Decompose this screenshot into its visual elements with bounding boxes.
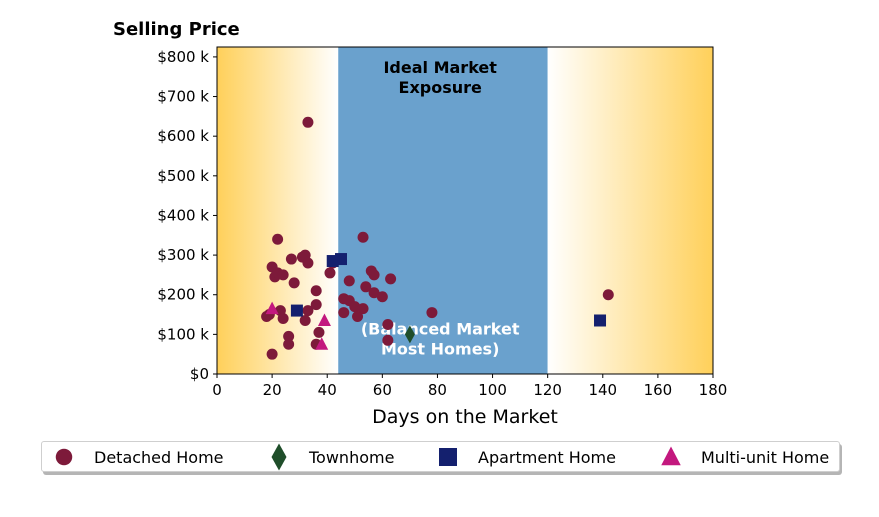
x-tick-label: 100 [478, 381, 507, 399]
detached-home-point [368, 287, 380, 299]
detached-home-point [283, 330, 295, 342]
axes: 0 20 40 60 80 100 120 140 160 180 $0 $100 k $200 k $3… [157, 46, 728, 399]
detached-home-point [338, 307, 350, 319]
detached-home-point [602, 289, 614, 301]
detached-home-point [343, 275, 355, 287]
detached-home-point [368, 269, 380, 281]
legend-entry: Multi-unit Home [661, 446, 829, 467]
detached-home-point [302, 257, 314, 269]
legend-marker [439, 448, 457, 466]
x-axis-label: Days on the Market [372, 406, 558, 428]
detached-home-point [285, 253, 297, 265]
legend-entry: Detached Home [55, 448, 224, 467]
legend-label: Apartment Home [478, 448, 616, 467]
y-tick-label: $700 k [157, 88, 209, 106]
detached-home-point [382, 318, 394, 330]
y-tick-label: $500 k [157, 167, 209, 185]
legend-label: Detached Home [94, 448, 224, 467]
detached-home-point [299, 314, 311, 326]
detached-home-point [352, 311, 364, 323]
multi-unit-home-point [317, 313, 331, 326]
zone-annotations: Ideal Market Exposure (Balanced Market Most… [361, 58, 520, 359]
y-tick-label: $100 k [157, 325, 209, 343]
y-tick-label: $300 k [157, 246, 209, 264]
apartment-home-point [594, 314, 607, 327]
multi-unit-home-point [265, 301, 279, 315]
detached-home-point [313, 326, 325, 338]
legend-entry: Apartment Home [439, 448, 616, 467]
x-tick-label: 120 [533, 381, 562, 399]
plot-frame [216, 46, 714, 375]
detached-home-point [272, 233, 284, 245]
legend-marker [661, 446, 681, 466]
detached-home-point [360, 281, 372, 293]
x-tick-label: 180 [699, 381, 728, 399]
annotation-1: (Balanced Market Most Homes) [361, 319, 520, 358]
detached-home-point [357, 303, 369, 315]
detached-home-point [302, 116, 314, 128]
detached-home-point [277, 313, 289, 325]
detached-home-point [357, 231, 369, 243]
legend-marker [55, 448, 73, 466]
data-points [261, 116, 614, 360]
detached-home-point [310, 285, 322, 297]
x-tick-label: 80 [428, 381, 447, 399]
legend-marker [271, 443, 287, 471]
zone-2 [547, 47, 713, 374]
detached-home-point [426, 307, 438, 319]
x-tick-label: 20 [263, 381, 282, 399]
detached-home-point [277, 269, 289, 281]
zone-1 [338, 47, 548, 374]
y-tick-label: $600 k [157, 127, 209, 145]
legend-entry: Townhome [271, 443, 394, 471]
detached-home-point [283, 338, 295, 350]
x-tick-label: 40 [318, 381, 337, 399]
x-tick-label: 160 [644, 381, 673, 399]
x-tick-label: 140 [588, 381, 617, 399]
annotation-line: Ideal Market [383, 58, 497, 77]
y-tick-label: $400 k [157, 206, 209, 224]
chart-title: Selling Price [113, 19, 240, 40]
y-tick-label: $800 k [157, 48, 209, 66]
apartment-home-point [335, 253, 347, 266]
detached-home-point [382, 334, 394, 346]
detached-home-point [385, 273, 397, 285]
annotation-line: (Balanced Market [361, 319, 520, 338]
zone-0 [217, 47, 339, 374]
x-tick-label: 60 [373, 381, 392, 399]
detached-home-point [349, 301, 361, 313]
detached-home-point [310, 299, 322, 311]
detached-home-point [376, 291, 388, 303]
detached-home-point [324, 267, 336, 279]
detached-home-point [266, 348, 278, 360]
legend-label: Multi-unit Home [701, 448, 829, 467]
market-zones [217, 47, 713, 374]
legend: Detached Home Townhome Apartment Home Multi… [41, 441, 840, 472]
legend-label: Townhome [308, 448, 394, 467]
annotation-0: Ideal Market Exposure [383, 58, 497, 97]
apartment-home-point [290, 304, 303, 317]
annotation-line: Exposure [399, 78, 483, 97]
x-tick-label: 0 [212, 381, 222, 399]
y-tick-label: $0 [190, 365, 209, 383]
detached-home-point [302, 305, 314, 317]
annotation-line: Most Homes) [381, 339, 499, 358]
legend-entries: Detached Home Townhome Apartment Home Multi… [55, 443, 829, 471]
detached-home-point [288, 277, 300, 289]
multi-unit-home-point [315, 337, 329, 350]
townhome-point [404, 325, 415, 344]
y-tick-label: $200 k [157, 286, 209, 304]
